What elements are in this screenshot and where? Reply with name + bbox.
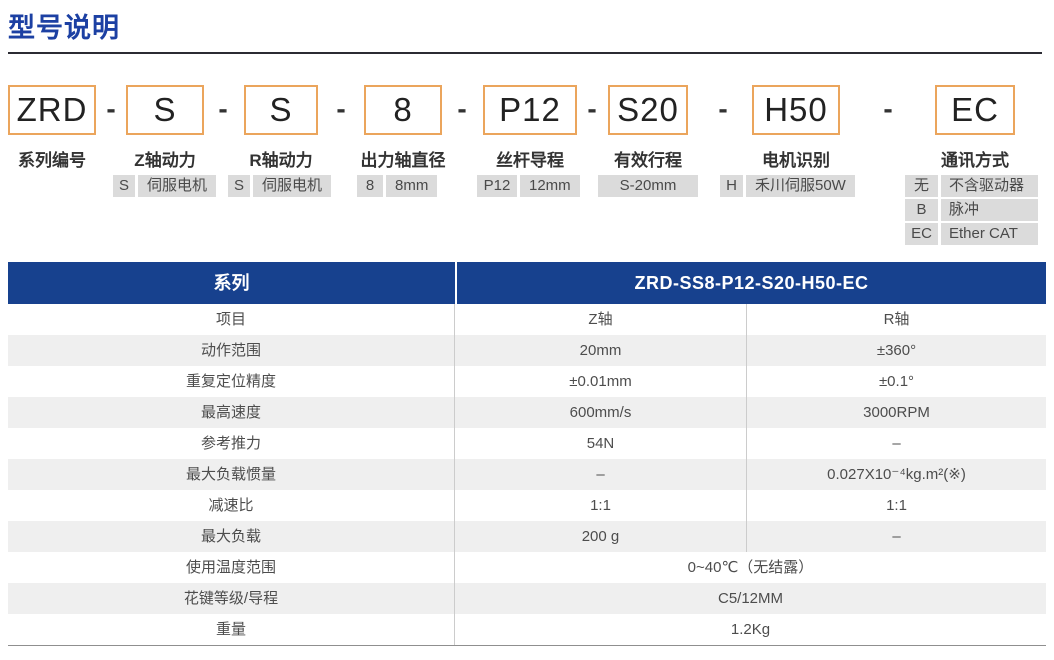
model-box-screw-lead: P12 <box>483 85 577 135</box>
model-label-motor: 电机识别 <box>762 151 830 170</box>
model-box-z-axis: S <box>126 85 204 135</box>
note-value: 12mm <box>520 175 580 197</box>
spec-z-value: 1:1 <box>455 490 747 521</box>
model-box-r-axis: S <box>244 85 318 135</box>
note-value: 8mm <box>386 175 438 197</box>
spec-row-label: 花键等级/导程 <box>8 583 455 614</box>
model-label-screw-lead: 丝杆导程 <box>496 151 564 170</box>
model-label-series: 系列编号 <box>18 151 86 170</box>
note-key: B <box>905 199 938 221</box>
note-value: S-20mm <box>598 175 698 197</box>
model-separator: - <box>457 93 467 124</box>
spec-row-label: 项目 <box>8 304 455 335</box>
note-key: EC <box>905 223 938 245</box>
spec-row-label: 最大负载惯量 <box>8 459 455 490</box>
spec-span-value: 0~40℃（无结露） <box>687 559 814 576</box>
spec-row-label: 减速比 <box>8 490 455 521</box>
model-label-shaft-dia: 出力轴直径 <box>360 151 446 170</box>
table-row: 最大负载惯量 – 0.027X10⁻⁴kg.m²(※) <box>8 459 1046 490</box>
spec-z-value: 600mm/s <box>455 397 747 428</box>
model-separator: - <box>718 93 728 124</box>
note-key: H <box>720 175 743 197</box>
note-key: 8 <box>357 175 383 197</box>
note-communication-row: B 脉冲 <box>905 199 1038 221</box>
spec-header-series-label: 系列 <box>213 273 250 293</box>
model-box-communication: EC <box>935 85 1015 135</box>
note-value: Ether CAT <box>941 223 1038 245</box>
table-row: 重量 1.2Kg <box>8 614 1046 645</box>
note-key: S <box>113 175 135 197</box>
spec-row-label: 参考推力 <box>8 428 455 459</box>
spec-span-value: C5/12MM <box>717 590 784 607</box>
model-separator: - <box>218 93 228 124</box>
note-screw-lead: P12 12mm <box>477 175 580 197</box>
table-row: 参考推力 54N – <box>8 428 1046 459</box>
spec-row-label: 重量 <box>8 614 455 645</box>
spec-row-label: 重复定位精度 <box>8 366 455 397</box>
spec-z-value: – <box>455 459 747 490</box>
table-row: 最大负载 200 g – <box>8 521 1046 552</box>
note-value: 脉冲 <box>941 199 1038 221</box>
table-row: 花键等级/导程 C5/12MM <box>8 583 1046 614</box>
model-box-series: ZRD <box>8 85 96 135</box>
spec-span-value: 1.2Kg <box>730 621 771 638</box>
spec-row-label: 使用温度范围 <box>8 552 455 583</box>
spec-z-value: 20mm <box>455 335 747 366</box>
spec-row-label: 最高速度 <box>8 397 455 428</box>
model-box-motor: H50 <box>752 85 840 135</box>
spec-header-series-value: ZRD-SS8-P12-S20-H50-EC <box>634 273 869 293</box>
note-motor: H 禾川伺服50W <box>720 175 855 197</box>
table-row: 减速比 1:1 1:1 <box>8 490 1046 521</box>
note-z-axis: S 伺服电机 <box>113 175 217 197</box>
title-underline <box>8 52 1042 54</box>
model-box-stroke: S20 <box>608 85 688 135</box>
model-label-stroke: 有效行程 <box>614 151 682 170</box>
spec-table-header: 系列 ZRD-SS8-P12-S20-H50-EC <box>8 262 1046 304</box>
model-label-communication: 通讯方式 <box>941 151 1009 170</box>
model-separator: - <box>106 93 116 124</box>
spec-table: 系列 ZRD-SS8-P12-S20-H50-EC 项目 Z轴 R轴 动作范围 … <box>8 262 1046 646</box>
note-communication-row: 无 不含驱动器 <box>905 175 1038 197</box>
spec-r-value: 0.027X10⁻⁴kg.m²(※) <box>827 466 966 483</box>
model-label-r-axis: R轴动力 <box>249 151 313 170</box>
note-key: 无 <box>905 175 938 197</box>
spec-z-value: 54N <box>455 428 747 459</box>
note-value: 伺服电机 <box>138 175 217 197</box>
table-row: 动作范围 20mm ±360° <box>8 335 1046 366</box>
spec-r-value: R轴 <box>883 311 910 328</box>
spec-r-value: – <box>892 528 901 545</box>
note-value: 不含驱动器 <box>941 175 1038 197</box>
spec-r-value: – <box>892 435 901 452</box>
spec-r-value: 3000RPM <box>863 404 930 421</box>
model-separator: - <box>883 93 893 124</box>
note-value: 禾川伺服50W <box>746 175 855 197</box>
header-divider <box>455 262 457 304</box>
note-shaft-dia: 8 8mm <box>357 175 438 197</box>
spec-row-label: 动作范围 <box>8 335 455 366</box>
note-stroke: S-20mm <box>598 175 698 197</box>
spec-z-value: Z轴 <box>455 304 747 335</box>
note-r-axis: S 伺服电机 <box>228 175 332 197</box>
spec-r-value: 1:1 <box>886 497 907 514</box>
model-label-z-axis: Z轴动力 <box>134 151 196 170</box>
note-communication-row: EC Ether CAT <box>905 223 1038 245</box>
model-separator: - <box>587 93 597 124</box>
model-box-shaft-dia: 8 <box>364 85 442 135</box>
table-row: 项目 Z轴 R轴 <box>8 304 1046 335</box>
note-key: S <box>228 175 250 197</box>
table-row: 最高速度 600mm/s 3000RPM <box>8 397 1046 428</box>
table-row: 使用温度范围 0~40℃（无结露） <box>8 552 1046 583</box>
spec-r-value: ±0.1° <box>878 373 915 390</box>
spec-row-label: 最大负载 <box>8 521 455 552</box>
page-title: 型号说明 <box>8 13 120 43</box>
note-value: 伺服电机 <box>253 175 332 197</box>
model-separator: - <box>336 93 346 124</box>
note-key: P12 <box>477 175 517 197</box>
spec-z-value: 200 g <box>455 521 747 552</box>
spec-r-value: ±360° <box>876 342 917 359</box>
spec-z-value: ±0.01mm <box>455 366 747 397</box>
table-row: 重复定位精度 ±0.01mm ±0.1° <box>8 366 1046 397</box>
